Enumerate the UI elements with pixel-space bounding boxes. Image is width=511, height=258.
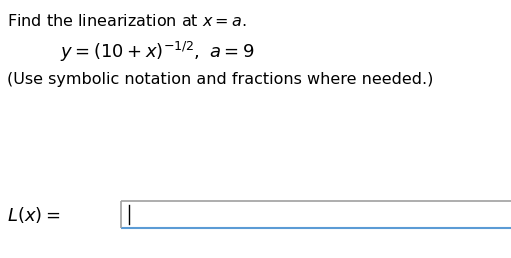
Text: $y = (10 + x)^{-1/2},\ a = 9$: $y = (10 + x)^{-1/2},\ a = 9$ [60,40,254,64]
Text: Find the linearization at $x = a$.: Find the linearization at $x = a$. [7,13,246,29]
Text: $L(x) =$: $L(x) =$ [7,205,60,225]
Text: (Use symbolic notation and fractions where needed.): (Use symbolic notation and fractions whe… [7,72,433,87]
